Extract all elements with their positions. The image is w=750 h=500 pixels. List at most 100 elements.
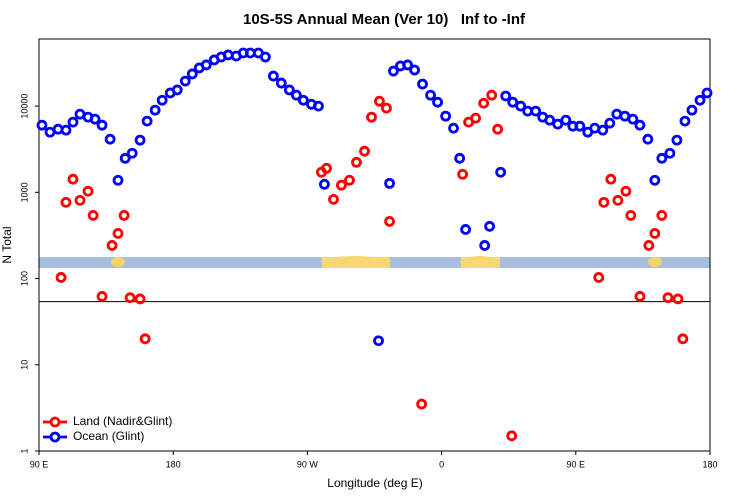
x-tick-label: 0 (439, 459, 444, 469)
data-point (374, 95, 385, 107)
data-point (544, 114, 556, 126)
data-point (60, 196, 72, 208)
data-point (425, 89, 436, 101)
data-point (479, 240, 491, 251)
data-point (318, 178, 330, 190)
data-point (470, 112, 481, 124)
data-point (552, 118, 564, 130)
x-axis-title: Longitude (deg E) (327, 476, 422, 490)
data-point (124, 292, 136, 304)
x-tick-label: 180 (166, 459, 181, 469)
y-axis-title: N Total (0, 226, 14, 263)
data-point (388, 65, 399, 77)
data-point (134, 134, 146, 146)
data-point (321, 162, 332, 174)
data-point (200, 59, 212, 71)
data-point (642, 133, 654, 145)
data-point (409, 64, 421, 76)
data-point (268, 70, 279, 82)
data-point (283, 84, 295, 96)
data-point (671, 134, 683, 146)
data-point (457, 168, 469, 180)
data-point (67, 116, 79, 128)
data-point (381, 102, 392, 114)
data-point (179, 75, 191, 87)
data-point (448, 122, 459, 134)
data-point (598, 196, 610, 208)
data-point (351, 156, 362, 168)
data-point (507, 96, 519, 108)
data-point (106, 240, 118, 251)
data-point (620, 185, 632, 197)
x-tick-label: 90 E (30, 459, 49, 469)
data-point (96, 119, 108, 131)
data-point (530, 105, 542, 117)
data-point (440, 110, 452, 122)
chart-title: 10S-5S Annual Mean (Ver 10) Inf to -Inf (243, 11, 526, 28)
data-point (344, 174, 355, 186)
data-point (55, 272, 67, 283)
y-tick-label: 10 (19, 360, 29, 370)
data-point (574, 120, 586, 132)
data-point (134, 293, 146, 305)
y-tick-label: 1 (19, 448, 29, 453)
plot-frame (38, 38, 711, 452)
data-point (275, 77, 287, 89)
data-point (74, 194, 86, 206)
legend-label: Land (Nadir&Glint) (73, 414, 172, 428)
data-point (432, 96, 443, 108)
data-point (416, 398, 428, 410)
data-point (373, 335, 384, 347)
y-tick-label: 10000 (19, 94, 29, 119)
data-point (290, 89, 302, 101)
x-tick-label: 90 W (297, 459, 319, 469)
data-point (515, 100, 527, 112)
data-point (384, 216, 395, 227)
data-point (297, 94, 309, 106)
data-point (328, 193, 339, 205)
legend-label: Ocean (Glint) (73, 429, 144, 443)
data-point (486, 89, 498, 101)
data-point (89, 113, 101, 125)
data-point (67, 173, 79, 185)
data-point (454, 152, 466, 164)
data-point (141, 115, 153, 127)
data-point (112, 227, 124, 239)
data-point (506, 430, 518, 442)
data-point (149, 104, 161, 116)
data-point (366, 111, 377, 123)
data-point (656, 152, 668, 164)
data-point (156, 94, 168, 106)
data-point (112, 174, 124, 186)
data-point (104, 133, 116, 145)
data-point (417, 78, 428, 90)
data-point (171, 84, 183, 96)
data-point (604, 117, 616, 129)
data-point (118, 209, 130, 221)
data-point (634, 119, 646, 131)
data-point (259, 51, 271, 63)
data-point (492, 123, 504, 135)
data-point (677, 333, 689, 345)
data-point (686, 104, 698, 116)
data-point (119, 152, 131, 164)
data-point (612, 194, 624, 206)
data-point (649, 227, 661, 239)
data-point (625, 209, 637, 221)
data-point (87, 209, 99, 221)
data-point (186, 68, 198, 80)
data-point (593, 272, 605, 283)
data-point (82, 185, 94, 197)
data-point (634, 291, 646, 302)
data-point (656, 209, 668, 221)
data-point (384, 177, 395, 189)
x-tick-label: 180 (702, 459, 717, 469)
data-point (643, 240, 655, 251)
data-point (560, 114, 572, 126)
data-point (402, 59, 414, 71)
data-point (679, 115, 691, 127)
legend-marker (49, 431, 61, 443)
y-tick-label: 100 (19, 271, 29, 286)
